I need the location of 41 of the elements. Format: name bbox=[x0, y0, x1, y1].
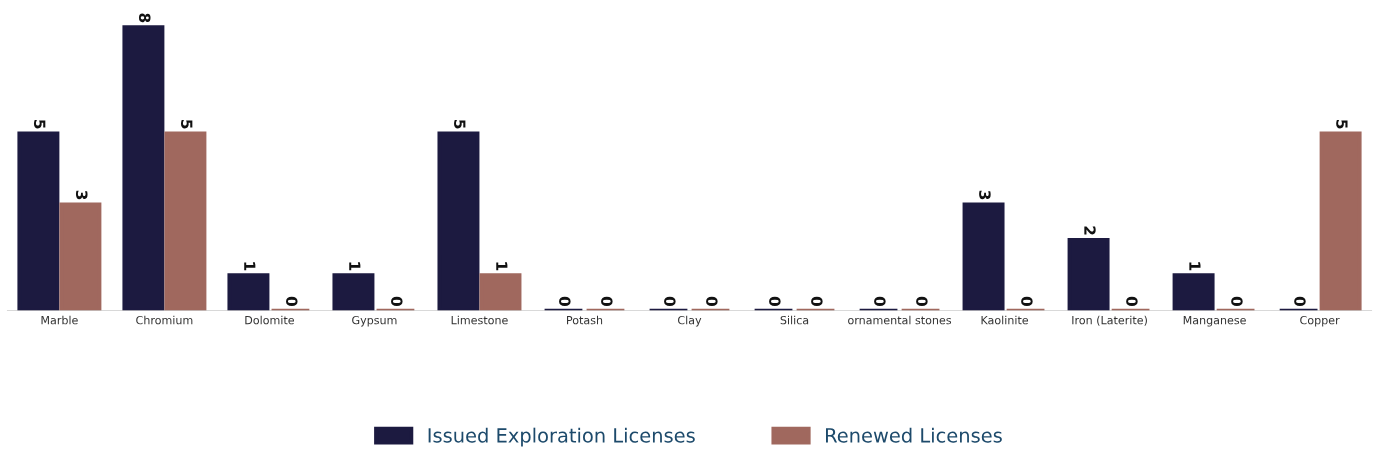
x-tick-label: Marble bbox=[41, 315, 78, 325]
x-tick-label: Potash bbox=[567, 315, 603, 325]
data-label: 0 bbox=[811, 296, 823, 306]
data-label: 2 bbox=[1084, 226, 1096, 235]
x-tick-label: Copper bbox=[1300, 315, 1340, 327]
data-label: 0 bbox=[1294, 296, 1306, 306]
data-label: 1 bbox=[1189, 262, 1201, 271]
legend-label: Issued Exploration Licenses bbox=[428, 427, 695, 447]
x-tick-label: ornamental stones bbox=[848, 315, 952, 325]
data-label: 5 bbox=[180, 120, 193, 129]
x-tick-label: Clay bbox=[678, 315, 702, 327]
data-label: 1 bbox=[349, 262, 361, 271]
legend-label: Renewed Licenses bbox=[826, 427, 1002, 443]
x-tick-label: Kaolinite bbox=[981, 315, 1029, 325]
data-label: 1 bbox=[244, 262, 256, 271]
data-label: 5 bbox=[1336, 120, 1348, 129]
x-tick-label: Silica bbox=[780, 315, 809, 325]
x-tick-label: Dolomite bbox=[245, 315, 295, 325]
data-label: 3 bbox=[979, 190, 991, 200]
data-label: 0 bbox=[1231, 296, 1243, 306]
x-tick-label: Iron (Laterite) bbox=[1072, 315, 1147, 326]
data-label: 0 bbox=[1021, 296, 1033, 306]
x-tick-label: Manganese bbox=[1183, 316, 1246, 327]
data-label: 0 bbox=[1126, 296, 1138, 306]
data-label: 3 bbox=[75, 190, 88, 200]
x-tick-label: Limestone bbox=[451, 315, 508, 325]
data-label: 5 bbox=[33, 120, 46, 129]
data-label: 0 bbox=[286, 296, 298, 306]
x-tick-label: Gypsum bbox=[352, 315, 397, 327]
data-label: 0 bbox=[706, 296, 718, 306]
x-tick-label: Chromium bbox=[136, 315, 193, 325]
data-label: 1 bbox=[496, 262, 508, 271]
data-label: 0 bbox=[601, 296, 613, 306]
data-label: 5 bbox=[454, 120, 466, 129]
data-label: 0 bbox=[391, 296, 403, 306]
data-label: 0 bbox=[769, 296, 781, 306]
data-label: 0 bbox=[916, 296, 928, 306]
data-label: 8 bbox=[138, 13, 151, 23]
data-label: 0 bbox=[559, 296, 571, 306]
data-label: 0 bbox=[664, 296, 676, 306]
data-label: 0 bbox=[874, 296, 886, 306]
